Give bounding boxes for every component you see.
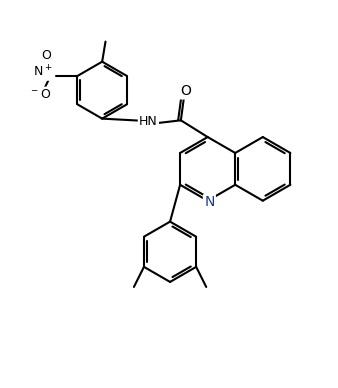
Text: N: N bbox=[204, 196, 215, 210]
Text: $^-$O: $^-$O bbox=[29, 88, 52, 101]
Text: N$^+$: N$^+$ bbox=[33, 64, 53, 80]
Text: O: O bbox=[42, 49, 51, 62]
Text: HN: HN bbox=[139, 116, 158, 128]
Text: O: O bbox=[180, 84, 191, 98]
